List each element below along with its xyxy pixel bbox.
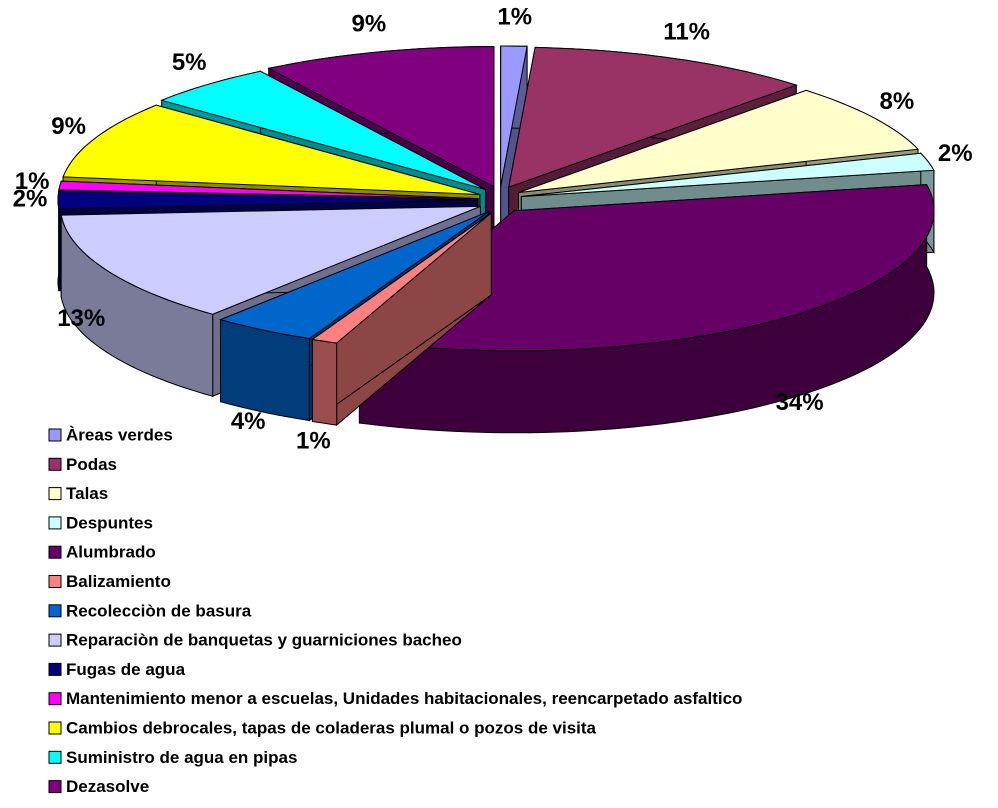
data-label: 9% bbox=[352, 11, 387, 38]
slice-side bbox=[311, 338, 338, 426]
legend-label: Recolecciòn de basura bbox=[66, 601, 252, 620]
data-label: 1% bbox=[15, 168, 50, 195]
legend-swatch bbox=[48, 545, 62, 559]
legend-label: Talas bbox=[66, 484, 108, 503]
legend-swatch bbox=[48, 721, 62, 735]
slice bbox=[218, 211, 489, 340]
data-label: 4% bbox=[231, 408, 266, 435]
legend-swatch bbox=[48, 487, 62, 501]
legend-label: Suministro de agua en pipas bbox=[66, 748, 297, 767]
data-label: 1% bbox=[497, 3, 532, 30]
legend-swatch bbox=[48, 516, 62, 530]
data-label: 34% bbox=[776, 389, 824, 416]
slice bbox=[60, 205, 481, 315]
legend-swatch bbox=[48, 604, 62, 618]
slice bbox=[311, 211, 492, 427]
data-label: 1% bbox=[296, 428, 331, 455]
slice bbox=[518, 89, 920, 193]
slice bbox=[508, 46, 798, 188]
data-label: 8% bbox=[879, 88, 914, 115]
legend-label: Alumbrado bbox=[66, 543, 156, 562]
slice bbox=[358, 184, 935, 434]
legend-label: Balizamiento bbox=[66, 572, 171, 591]
slice bbox=[521, 152, 935, 198]
data-label: 2% bbox=[938, 140, 973, 167]
legend-label: Àreas verdes bbox=[66, 425, 173, 444]
legend-label: Despuntes bbox=[66, 513, 153, 532]
slice bbox=[58, 180, 479, 200]
legend-swatch bbox=[48, 457, 62, 471]
legend-label: Podas bbox=[66, 455, 117, 474]
legend-swatch bbox=[48, 575, 62, 588]
legend-swatch bbox=[48, 750, 62, 764]
data-label: 2% bbox=[13, 185, 48, 212]
slice bbox=[358, 184, 935, 352]
slice bbox=[500, 45, 528, 187]
slice bbox=[57, 190, 479, 210]
slice bbox=[62, 104, 480, 195]
legend-label: Mantenimiento menor a escuelas, Unidades… bbox=[66, 689, 742, 708]
data-label: 5% bbox=[172, 49, 207, 76]
legend-label: Fugas de agua bbox=[66, 660, 186, 679]
legend-swatch bbox=[48, 780, 62, 794]
data-label: 9% bbox=[51, 113, 86, 140]
slice bbox=[311, 212, 492, 344]
slice bbox=[160, 70, 486, 190]
legend-swatch bbox=[48, 692, 62, 706]
slice bbox=[267, 46, 495, 188]
data-label: 13% bbox=[57, 305, 105, 332]
legend-label: Reparaciòn de banquetas y guarniciones b… bbox=[66, 631, 462, 650]
legend-swatch bbox=[48, 633, 62, 647]
legend-swatch bbox=[48, 428, 62, 442]
legend-label: Dezasolve bbox=[66, 777, 149, 796]
legend-swatch bbox=[48, 662, 62, 676]
legend-label: Cambios debrocales, tapas de coladeras p… bbox=[66, 718, 597, 737]
data-label: 11% bbox=[663, 18, 710, 45]
